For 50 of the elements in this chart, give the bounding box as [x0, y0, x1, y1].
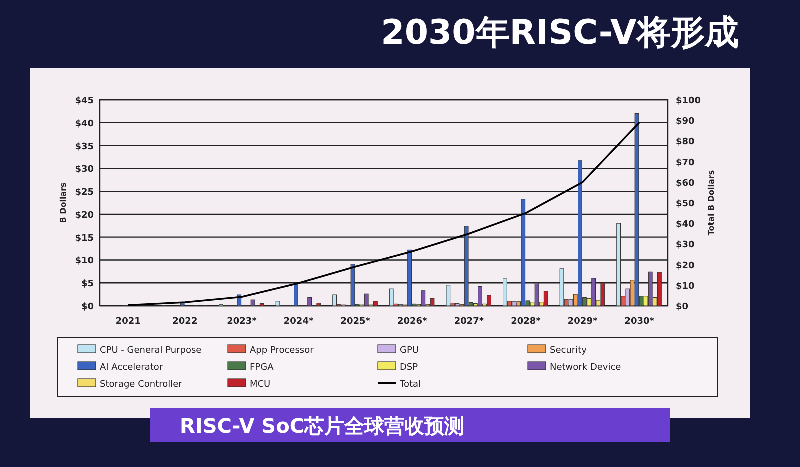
x-tick-label: 2030*: [624, 317, 655, 327]
legend-label: Total: [399, 380, 422, 390]
x-tick-label: 2024*: [284, 317, 314, 327]
x-tick-label: 2027*: [454, 317, 484, 327]
y2-tick-label: $20: [676, 261, 695, 272]
y2-tick-label: $60: [676, 178, 695, 189]
legend-label: MCU: [250, 380, 271, 390]
y2-tick-label: $10: [676, 282, 695, 292]
y2-axis-title: Total B Dollars: [707, 170, 716, 236]
y2-tick-label: $0: [676, 302, 689, 312]
legend-label: FPGA: [250, 363, 275, 373]
legend-label: AI Accelerator: [100, 363, 164, 373]
y-tick-label: $5: [81, 280, 94, 290]
x-tick-label: 2023*: [227, 317, 258, 327]
x-tick-label: 2021: [116, 317, 141, 327]
legend-label: Network Device: [550, 363, 622, 373]
y2-tick-label: $30: [676, 240, 695, 251]
y2-tick-label: $50: [676, 200, 695, 210]
legend-label: DSP: [400, 363, 419, 373]
y2-tick-label: $40: [676, 220, 695, 230]
line-series: [128, 122, 640, 306]
y2-tick-label: $80: [676, 138, 695, 148]
chart-title: 2030年RISC-V将形成: [381, 13, 739, 53]
y-tick-label: $40: [75, 119, 94, 130]
legend-label: App Processor: [250, 346, 314, 356]
y-tick-label: $45: [75, 96, 94, 106]
y-tick-label: $0: [81, 302, 94, 312]
y-axis-title: B Dollars: [59, 182, 68, 224]
legend-label: GPU: [400, 346, 419, 356]
y2-tick-label: $90: [676, 117, 695, 128]
y-tick-label: $35: [75, 142, 94, 152]
y-tick-label: $30: [75, 165, 94, 176]
y2-tick-label: $70: [676, 158, 695, 168]
bar: [544, 291, 548, 306]
y-tick-label: $25: [75, 188, 94, 198]
y-tick-label: $15: [75, 234, 94, 244]
bar: [446, 285, 451, 306]
y-tick-label: $10: [75, 256, 94, 267]
y-tick-label: $20: [75, 210, 94, 221]
x-tick-label: 2026*: [398, 317, 428, 327]
x-tick-label: 2029*: [568, 317, 598, 327]
x-tick-label: 2028*: [511, 317, 542, 327]
legend-label: CPU - General Purpose: [100, 346, 202, 356]
bar: [260, 303, 264, 306]
text: RISC-V SoC芯片全球营收预测: [180, 414, 464, 438]
x-tick-label: 2022: [172, 317, 198, 327]
legend-label: Security: [550, 346, 588, 356]
legend-label: Storage Controller: [100, 380, 183, 390]
y2-tick-label: $100: [676, 96, 702, 106]
x-tick-label: 2025*: [340, 317, 371, 327]
